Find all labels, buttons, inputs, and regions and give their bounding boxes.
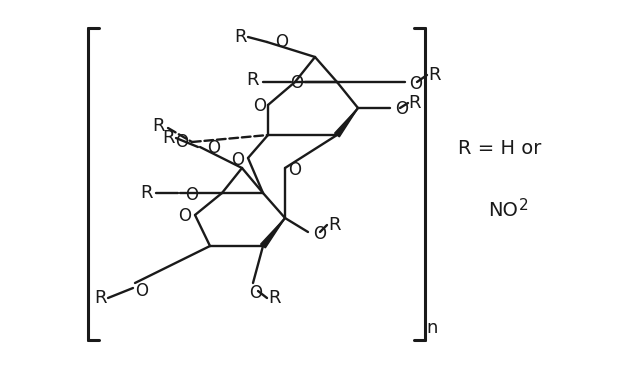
Text: O: O	[232, 151, 244, 169]
Text: O: O	[409, 75, 422, 93]
Text: R: R	[93, 289, 106, 307]
Text: NO: NO	[488, 201, 518, 219]
Text: O: O	[175, 133, 189, 151]
Text: R: R	[234, 28, 246, 46]
Text: n: n	[426, 319, 438, 337]
Text: O: O	[207, 139, 220, 157]
Text: O: O	[291, 74, 303, 92]
Text: R: R	[246, 71, 259, 89]
Polygon shape	[260, 218, 285, 248]
Text: O: O	[179, 207, 191, 225]
Text: O: O	[395, 100, 408, 118]
Text: R: R	[329, 216, 341, 234]
Polygon shape	[335, 108, 358, 137]
Text: O: O	[136, 282, 148, 300]
Text: O: O	[313, 225, 326, 243]
Text: O: O	[289, 161, 301, 179]
Text: R: R	[140, 184, 152, 202]
Text: O: O	[253, 97, 266, 115]
Text: R: R	[269, 289, 281, 307]
Text: 2: 2	[519, 198, 529, 212]
Text: O: O	[250, 284, 262, 302]
Text: O: O	[185, 186, 198, 204]
Text: R: R	[152, 117, 164, 135]
Text: R: R	[409, 94, 421, 112]
Text: R = H or: R = H or	[458, 138, 541, 158]
Text: R: R	[428, 66, 440, 84]
Text: R: R	[162, 129, 174, 147]
Text: O: O	[275, 33, 288, 51]
